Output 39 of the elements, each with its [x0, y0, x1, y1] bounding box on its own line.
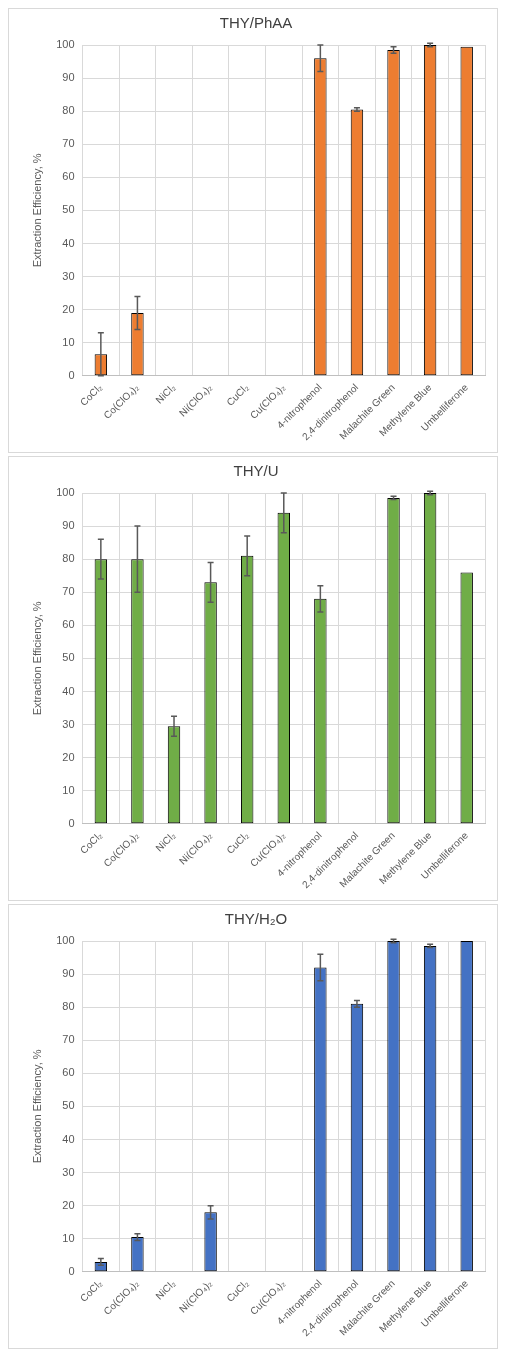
y-axis-title: Extraction Efficiency, % [30, 1049, 43, 1164]
y-tick-label: 60 [62, 170, 75, 183]
y-tick-label: 30 [62, 1165, 75, 1178]
y-tick-label: 70 [62, 1033, 75, 1046]
y-tick-label: 40 [62, 1132, 75, 1145]
y-tick-label: 0 [68, 1264, 75, 1277]
y-tick-label: 70 [62, 137, 75, 150]
y-tick-label: 10 [62, 783, 75, 796]
y-tick-label: 50 [62, 203, 75, 216]
y-tick-label: 60 [62, 618, 75, 631]
y-axis-title: Extraction Efficiency, % [30, 601, 43, 716]
chart-title: THY/PhAA [219, 14, 293, 32]
y-tick-label: 20 [62, 1198, 75, 1211]
chart-title: THY/H₂O [224, 910, 288, 928]
y-tick-label: 100 [56, 934, 75, 947]
y-tick-label: 50 [62, 1099, 75, 1112]
y-tick-label: 40 [62, 236, 75, 249]
chart-title: THY/U [233, 462, 279, 480]
y-tick-label: 40 [62, 684, 75, 697]
y-tick-label: 30 [62, 717, 75, 730]
y-tick-label: 80 [62, 552, 75, 565]
y-tick-label: 50 [62, 651, 75, 664]
y-tick-label: 90 [62, 71, 75, 84]
y-tick-label: 0 [68, 368, 75, 381]
y-tick-label: 100 [56, 38, 75, 51]
y-tick-label: 80 [62, 1000, 75, 1013]
y-tick-label: 30 [62, 269, 75, 282]
y-tick-label: 20 [62, 750, 75, 763]
y-tick-label: 80 [62, 104, 75, 117]
y-tick-label: 10 [62, 1231, 75, 1244]
y-tick-label: 60 [62, 1066, 75, 1079]
y-tick-label: 90 [62, 519, 75, 532]
y-axis-title: Extraction Efficiency, % [30, 153, 43, 268]
y-tick-label: 70 [62, 585, 75, 598]
y-tick-label: 20 [62, 302, 75, 315]
y-tick-label: 0 [68, 816, 75, 829]
y-tick-label: 100 [56, 486, 75, 499]
y-tick-label: 90 [62, 967, 75, 980]
y-tick-label: 10 [62, 335, 75, 348]
